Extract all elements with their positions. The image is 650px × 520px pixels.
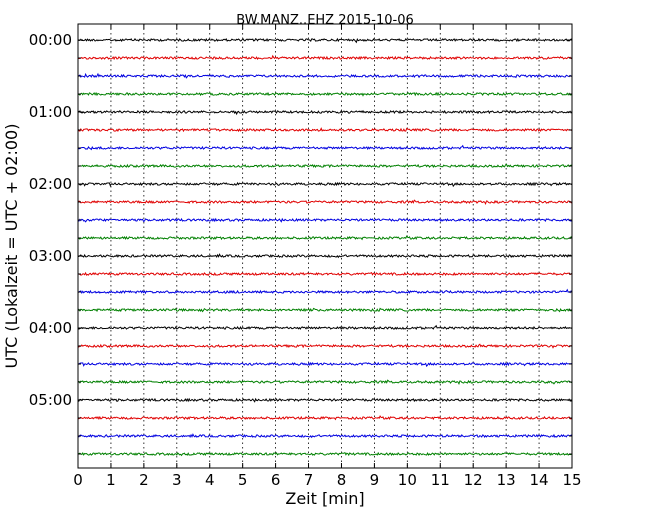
- x-tick-label: 5: [238, 471, 248, 489]
- x-tick-label: 0: [73, 471, 83, 489]
- x-axis-label: Zeit [min]: [285, 489, 364, 508]
- trace-0445: [77, 379, 573, 386]
- trace-group: [77, 37, 573, 457]
- y-tick-label: 01:00: [29, 103, 72, 121]
- x-tick-label: 1: [106, 471, 116, 489]
- trace-0200: [77, 181, 573, 188]
- y-axis: 00:00 01:00 02:00 03:00 04:00 05:00: [29, 31, 572, 455]
- x-tick-label: 13: [497, 471, 516, 489]
- y-tick-label: 03:00: [29, 247, 72, 265]
- trace-0345: [77, 307, 573, 313]
- x-tick-label: 6: [271, 471, 281, 489]
- y-tick-label: 00:00: [29, 31, 72, 49]
- y-tick-label: 02:00: [29, 175, 72, 193]
- x-tick-label: 12: [464, 471, 483, 489]
- trace-0530: [77, 433, 573, 439]
- x-axis: 0 1 2 3 4 5 6 7 8 9 10 11 12 13 14 15: [73, 24, 582, 489]
- y-tick-label: 04:00: [29, 319, 72, 337]
- x-tick-label: 4: [205, 471, 215, 489]
- x-tick-label: 11: [431, 471, 450, 489]
- trace-0115: [77, 127, 573, 133]
- trace-0415: [77, 343, 573, 349]
- trace-0045: [77, 91, 573, 97]
- gridlines: [110, 24, 540, 468]
- x-tick-label: 9: [370, 471, 380, 489]
- trace-0515: [77, 415, 573, 421]
- x-tick-label: 15: [562, 471, 581, 489]
- trace-0100: [77, 109, 573, 116]
- x-tick-label: 10: [398, 471, 417, 489]
- trace-0315: [77, 271, 573, 277]
- trace-0300: [77, 253, 573, 259]
- trace-0145: [77, 163, 573, 169]
- trace-0400: [77, 324, 573, 331]
- y-axis-label: UTC (Lokalzeit = UTC + 02:00): [2, 124, 21, 369]
- x-tick-label: 3: [172, 471, 182, 489]
- trace-0015: [77, 54, 573, 61]
- trace-0030: [77, 72, 573, 79]
- trace-0430: [77, 361, 573, 368]
- x-tick-label: 7: [304, 471, 314, 489]
- trace-0000: [77, 37, 573, 44]
- trace-0330: [77, 288, 573, 295]
- chart-title: BW.MANZ..EHZ 2015-10-06: [236, 13, 414, 28]
- trace-0545: [77, 451, 573, 457]
- trace-0245: [77, 235, 573, 241]
- y-tick-label: 05:00: [29, 391, 72, 409]
- trace-0230: [77, 217, 573, 223]
- trace-0500: [77, 397, 573, 403]
- x-tick-label: 2: [139, 471, 149, 489]
- x-tick-label: 14: [530, 471, 549, 489]
- trace-0130: [77, 144, 573, 151]
- x-tick-label: 8: [337, 471, 347, 489]
- plot-frame: [77, 23, 573, 469]
- trace-0215: [77, 199, 573, 206]
